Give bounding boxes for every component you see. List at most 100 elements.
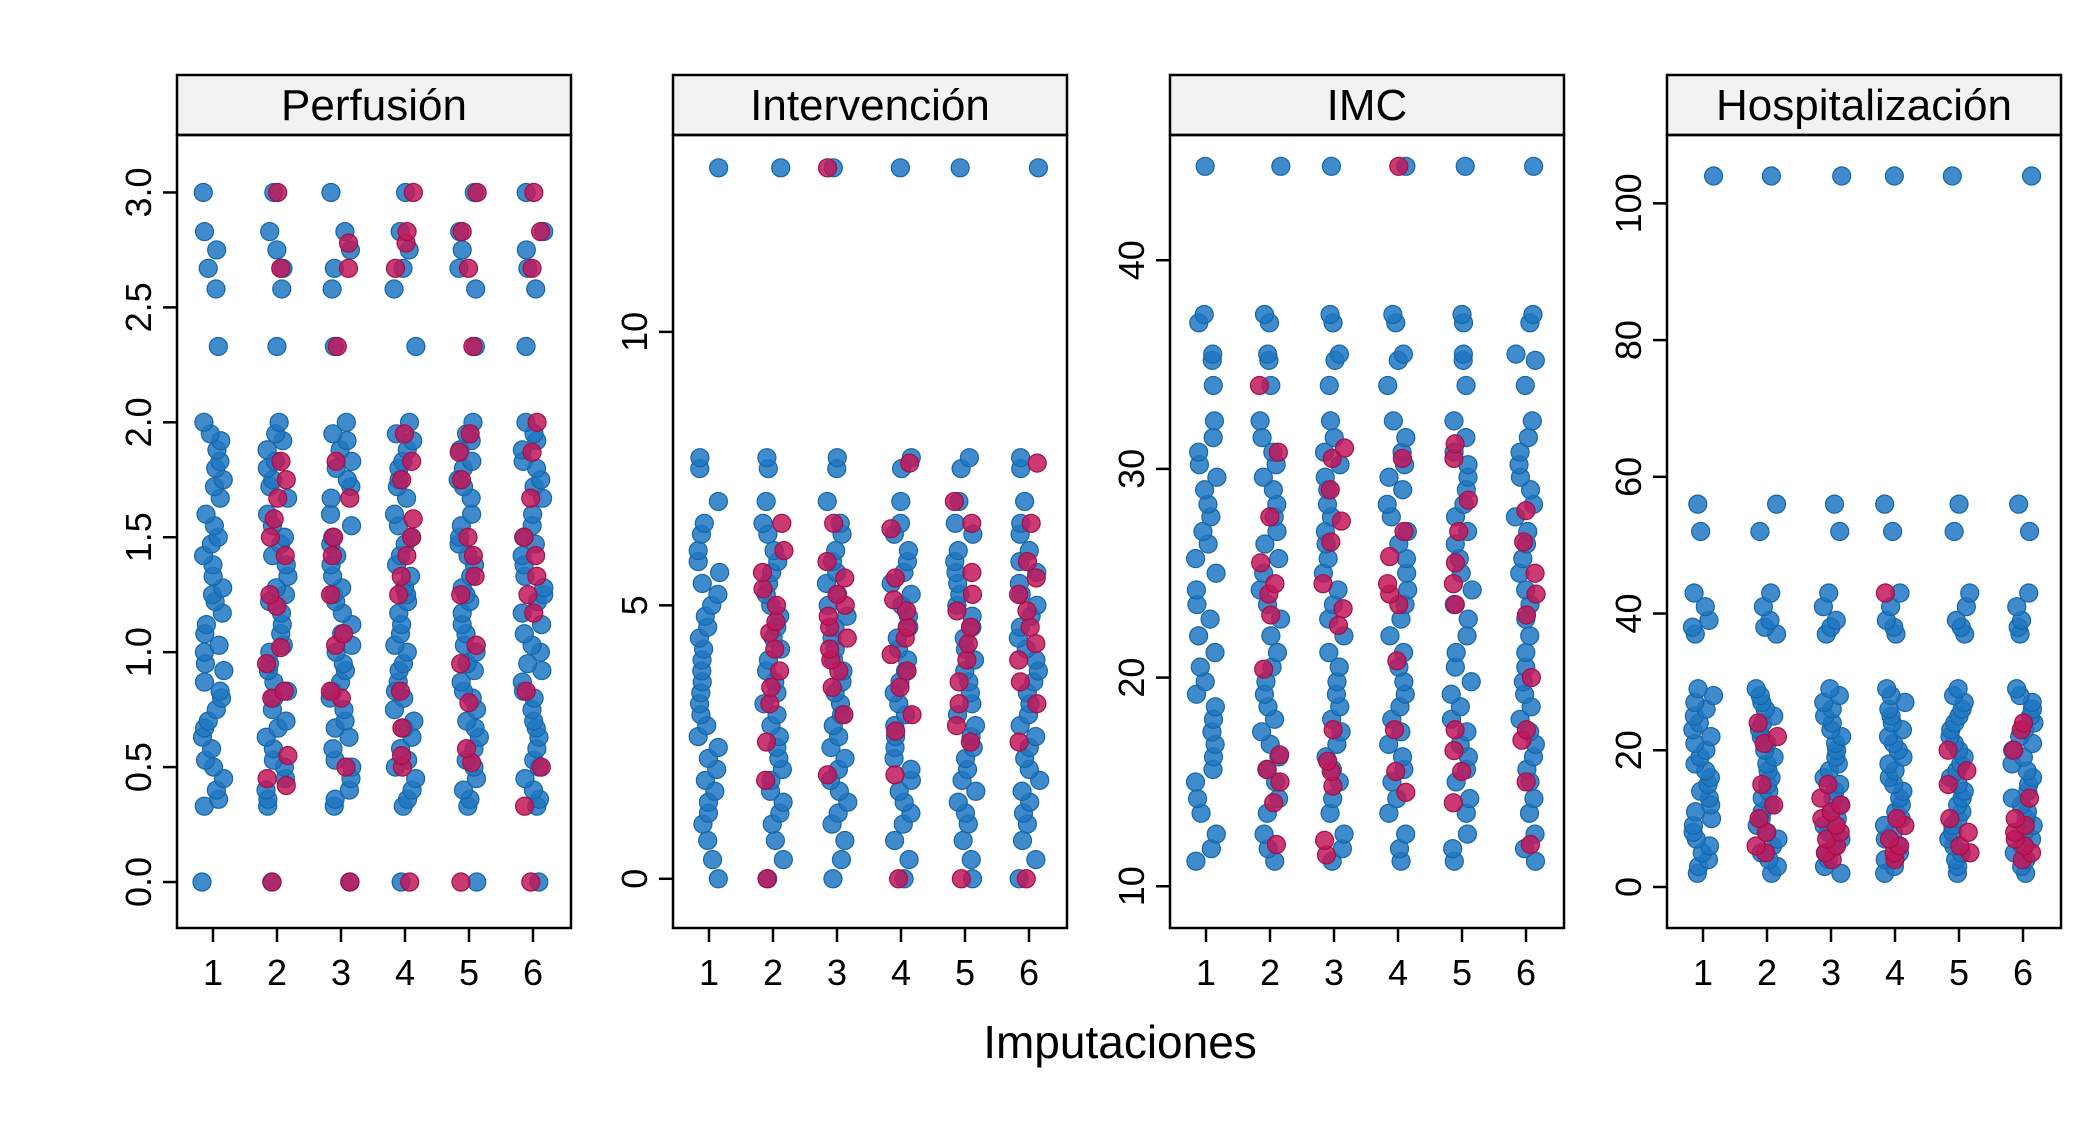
observed-point xyxy=(966,781,986,801)
imputed-point xyxy=(766,612,786,632)
imputed-point xyxy=(962,584,983,604)
imputed-point xyxy=(766,595,787,615)
imputed-point xyxy=(1331,511,1351,531)
x-tick-label: 3 xyxy=(1821,952,1841,993)
x-tick-label: 1 xyxy=(699,952,719,993)
observed-point xyxy=(1255,534,1275,554)
observed-point xyxy=(1393,480,1413,500)
imputed-point xyxy=(338,258,359,278)
observed-point xyxy=(1378,375,1398,396)
observed-point xyxy=(1960,583,1980,603)
observed-point xyxy=(1824,494,1845,514)
observed-point xyxy=(1761,583,1781,603)
y-tick-label: 10 xyxy=(614,312,655,352)
observed-point xyxy=(276,711,296,731)
x-tick-label: 4 xyxy=(395,952,415,993)
imputed-point xyxy=(459,693,479,713)
observed-point xyxy=(2007,597,2027,617)
imputed-point xyxy=(403,509,423,529)
panel-3: IMC 10 20 30 40 1 2 3 4 5 6 xyxy=(1111,73,1566,993)
observed-point xyxy=(272,279,292,299)
imputed-point xyxy=(760,694,780,714)
observed-point xyxy=(1701,726,1721,747)
observed-point xyxy=(1455,156,1475,176)
imputed-point xyxy=(1026,634,1046,654)
imputed-point xyxy=(526,546,546,566)
imputed-point xyxy=(822,677,842,697)
observed-point xyxy=(210,681,230,701)
y-tick-label: 20 xyxy=(1608,730,1649,770)
imputed-point xyxy=(1957,761,1977,781)
y-tick-label: 30 xyxy=(1111,449,1152,489)
observed-point xyxy=(1524,789,1544,809)
observed-point xyxy=(514,624,534,644)
imputed-point xyxy=(1322,448,1342,469)
imputed-points-group-3 xyxy=(817,158,857,785)
observed-point xyxy=(1205,697,1225,717)
imputed-points-group-5 xyxy=(1938,740,1980,863)
imputed-point xyxy=(1516,605,1537,625)
imputed-point xyxy=(320,585,341,605)
observed-point xyxy=(1832,166,1852,186)
panel-title: Perfusión xyxy=(281,81,467,130)
imputed-point xyxy=(333,624,354,644)
observed-point xyxy=(1684,583,1704,603)
observed-point xyxy=(1026,850,1046,870)
observed-point xyxy=(1444,411,1464,431)
imputed-point xyxy=(390,681,411,701)
observed-point xyxy=(948,541,968,561)
imputed-point xyxy=(1261,605,1281,625)
imputed-point xyxy=(397,221,417,242)
imputed-point xyxy=(1520,834,1541,855)
imputed-point xyxy=(1320,480,1340,500)
x-axis-label: Imputaciones xyxy=(983,1016,1257,1068)
observed-point xyxy=(771,158,791,178)
imputed-point xyxy=(1818,774,1838,795)
imputed-point xyxy=(752,562,773,583)
observed-point xyxy=(1250,411,1270,431)
y-tick-label: 3.0 xyxy=(118,167,159,217)
observed-point xyxy=(1200,609,1220,629)
imputed-point xyxy=(1887,809,1907,829)
observed-point xyxy=(1761,166,1781,186)
imputed-point xyxy=(458,527,478,547)
observed-point xyxy=(1334,824,1354,844)
imputed-point xyxy=(890,677,910,697)
y-tick-label: 40 xyxy=(1111,240,1152,280)
imputed-point xyxy=(531,221,551,242)
imputed-points-group-6 xyxy=(1009,453,1047,889)
imputed-point xyxy=(900,453,920,473)
observed-point xyxy=(1258,344,1278,364)
imputed-point xyxy=(524,603,544,623)
observed-point xyxy=(523,504,543,524)
panel-strip xyxy=(671,73,1069,137)
x-tick-label: 6 xyxy=(1516,952,1536,993)
observed-point xyxy=(959,448,979,468)
imputed-point xyxy=(1879,829,1900,849)
observed-point xyxy=(194,221,215,242)
observed-point xyxy=(206,279,226,299)
observed-point xyxy=(1190,657,1210,677)
imputed-point xyxy=(756,770,776,790)
observed-point xyxy=(1012,781,1032,801)
observed-point xyxy=(1506,344,1526,364)
observed-point xyxy=(1383,304,1403,325)
observed-point xyxy=(1819,583,1839,603)
observed-point xyxy=(1185,772,1206,792)
imputed-point xyxy=(524,182,544,203)
panel-title: Hospitalización xyxy=(1716,81,2012,130)
observed-point xyxy=(1396,824,1416,844)
observed-point xyxy=(1377,494,1397,514)
observed-points-group-5 xyxy=(1441,156,1482,871)
imputed-point xyxy=(1318,751,1338,771)
observed-point xyxy=(1831,863,1851,883)
imputed-point xyxy=(1026,568,1046,588)
imputed-points-group-6 xyxy=(1512,501,1546,855)
observed-point xyxy=(1263,480,1283,500)
observed-point xyxy=(2007,679,2027,699)
observed-point xyxy=(325,789,345,809)
observed-point xyxy=(516,240,536,260)
observed-point xyxy=(1393,344,1414,364)
observed-point xyxy=(827,448,847,468)
